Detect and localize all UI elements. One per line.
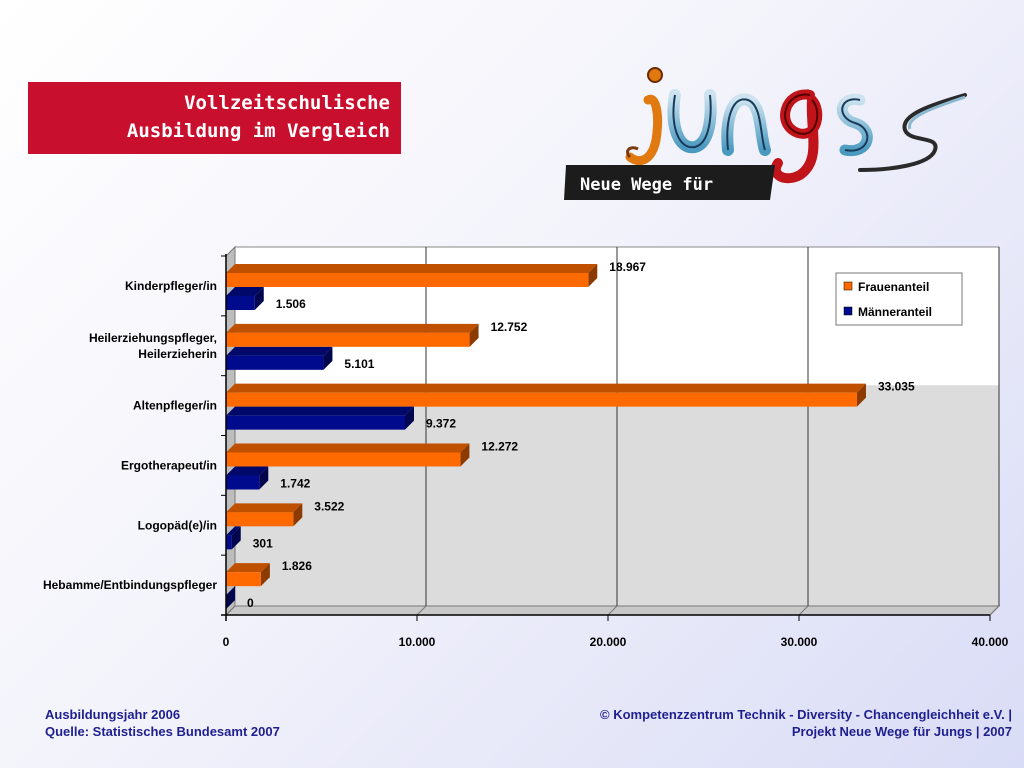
category-label-0-0: Kinderpfleger/in <box>125 279 217 293</box>
category-label-2-0: Altenpfleger/in <box>133 399 217 413</box>
bar-women-3-side <box>460 443 470 467</box>
grid-lines <box>225 247 1000 616</box>
bar-men-4-top <box>226 526 241 536</box>
legend-swatch-men <box>843 306 853 316</box>
bar-men-1-top <box>226 346 333 356</box>
bar-women-3-top <box>226 443 470 453</box>
value-label-women-0: 18.967 <box>609 260 646 274</box>
bar-women-0 <box>226 264 598 287</box>
bar-women-0-front <box>226 273 589 287</box>
bar-women-5-top <box>226 563 270 573</box>
title-line-1: Vollzeitschulische <box>184 92 390 114</box>
legend: Frauenanteil Männeranteil <box>835 272 963 326</box>
value-label-women-3: 12.272 <box>481 440 518 454</box>
gridline-floor-4 <box>989 605 1000 616</box>
footer-source-line: Quelle: Statistisches Bundesamt 2007 <box>45 724 280 739</box>
category-label-5-0: Hebamme/Entbindungspfleger <box>43 578 217 592</box>
axes: 0 10.000 20.000 30.000 40.000 <box>221 254 1009 649</box>
x-tick-label-3: 30.000 <box>781 635 818 649</box>
bar-men-5-side <box>226 586 235 610</box>
bar-women-5-front <box>226 572 261 587</box>
gridline-floor-2 <box>607 605 618 616</box>
bar-women-4-side <box>293 503 303 527</box>
value-label-men-0: 1.506 <box>276 297 306 311</box>
gridline-floor-3 <box>798 605 809 616</box>
x-tick-label-4: 40.000 <box>972 635 1009 649</box>
category-label-4-0: Logopäd(e)/in <box>138 518 217 532</box>
title-line-2: Ausbildung im Vergleich <box>126 120 390 142</box>
bar-men-0-front <box>226 296 255 310</box>
bar-women-4-front <box>226 512 294 527</box>
bar-men-2-top <box>226 406 415 416</box>
bar-women-2-front <box>226 392 857 407</box>
footer-project-line: Projekt Neue Wege für Jungs | 2007 <box>791 724 1012 739</box>
bar-men-0 <box>226 287 264 310</box>
bar-women-2 <box>226 383 866 407</box>
bar-women-1 <box>226 323 479 347</box>
x-tick-label-0: 0 <box>223 635 230 649</box>
logo-tagline: Neue Wege für <box>580 175 713 195</box>
footer-year: Ausbildungsjahr 2006 <box>45 707 181 722</box>
bar-men-3-front <box>226 475 260 490</box>
gridline-floor-1 <box>416 605 427 616</box>
jungs-logo: Neue Wege für <box>564 67 967 200</box>
bar-men-4-front <box>226 535 232 550</box>
x-tick-label-2: 20.000 <box>590 635 627 649</box>
bar-men-0-top <box>226 287 264 296</box>
bar-men-2-side <box>405 406 415 430</box>
bar-men-2-front <box>226 415 406 430</box>
value-label-women-4: 3.522 <box>314 499 344 513</box>
bar-men-3-top <box>226 466 269 476</box>
value-label-women-1: 12.752 <box>491 320 528 334</box>
bar-women-3-front <box>226 452 461 467</box>
title-box: Vollzeitschulische Ausbildung im Verglei… <box>28 82 401 154</box>
legend-label-women: Frauenanteil <box>858 280 929 294</box>
value-label-men-3: 1.742 <box>280 477 310 491</box>
bar-men-1-side <box>323 346 333 370</box>
footer-copyright-line: © Kompetenzzentrum Technik - Diversity -… <box>600 707 1012 722</box>
bar-men-1 <box>226 346 333 370</box>
legend-swatch-women <box>843 281 853 291</box>
bar-women-4-top <box>226 503 303 513</box>
bar-men-4 <box>226 526 241 550</box>
bar-men-5 <box>226 586 235 610</box>
category-label-1-0: Heilerziehungspfleger, <box>89 331 217 345</box>
footer-source: Ausbildungsjahr 2006 Quelle: Statistisch… <box>45 706 280 740</box>
bar-women-5-side <box>260 563 270 587</box>
bars: 18.967 1.506 Kinderpfleger/in 12.752 5.101 He… <box>43 260 915 610</box>
value-label-men-1: 5.101 <box>344 357 374 371</box>
bar-women-2-top <box>226 383 866 393</box>
value-label-women-5: 1.826 <box>282 559 312 573</box>
bar-men-0-side <box>254 287 264 310</box>
bar-men-3 <box>226 466 269 490</box>
x-tick-label-1: 10.000 <box>399 635 436 649</box>
bar-women-0-top <box>226 264 598 273</box>
bar-women-1-front <box>226 332 470 347</box>
bar-men-3-side <box>259 466 269 490</box>
bar-chart: 18.967 1.506 Kinderpfleger/in 12.752 5.101 He… <box>43 245 1009 649</box>
bar-women-2-side <box>856 383 866 407</box>
value-label-men-2: 9.372 <box>426 417 456 431</box>
bar-men-4-side <box>231 526 241 550</box>
bar-women-4 <box>226 503 303 527</box>
legend-label-men: Männeranteil <box>858 305 932 319</box>
value-label-women-2: 33.035 <box>878 380 915 394</box>
category-label-3-0: Ergotherapeut/in <box>121 458 217 472</box>
bar-women-1-side <box>469 323 479 347</box>
category-label-1-1: Heilerzieherin <box>138 347 217 361</box>
value-label-men-4: 301 <box>253 536 273 550</box>
footer-copyright: © Kompetenzzentrum Technik - Diversity -… <box>600 706 1012 740</box>
bar-men-2 <box>226 406 415 430</box>
bar-women-1-top <box>226 323 479 333</box>
legend-box <box>835 272 963 326</box>
bar-women-5 <box>226 563 270 587</box>
value-label-men-5: 0 <box>247 596 254 610</box>
bar-men-1-front <box>226 355 324 370</box>
bar-women-3 <box>226 443 470 467</box>
bar-women-0-side <box>588 264 598 287</box>
gridline-floor-0 <box>225 605 236 616</box>
